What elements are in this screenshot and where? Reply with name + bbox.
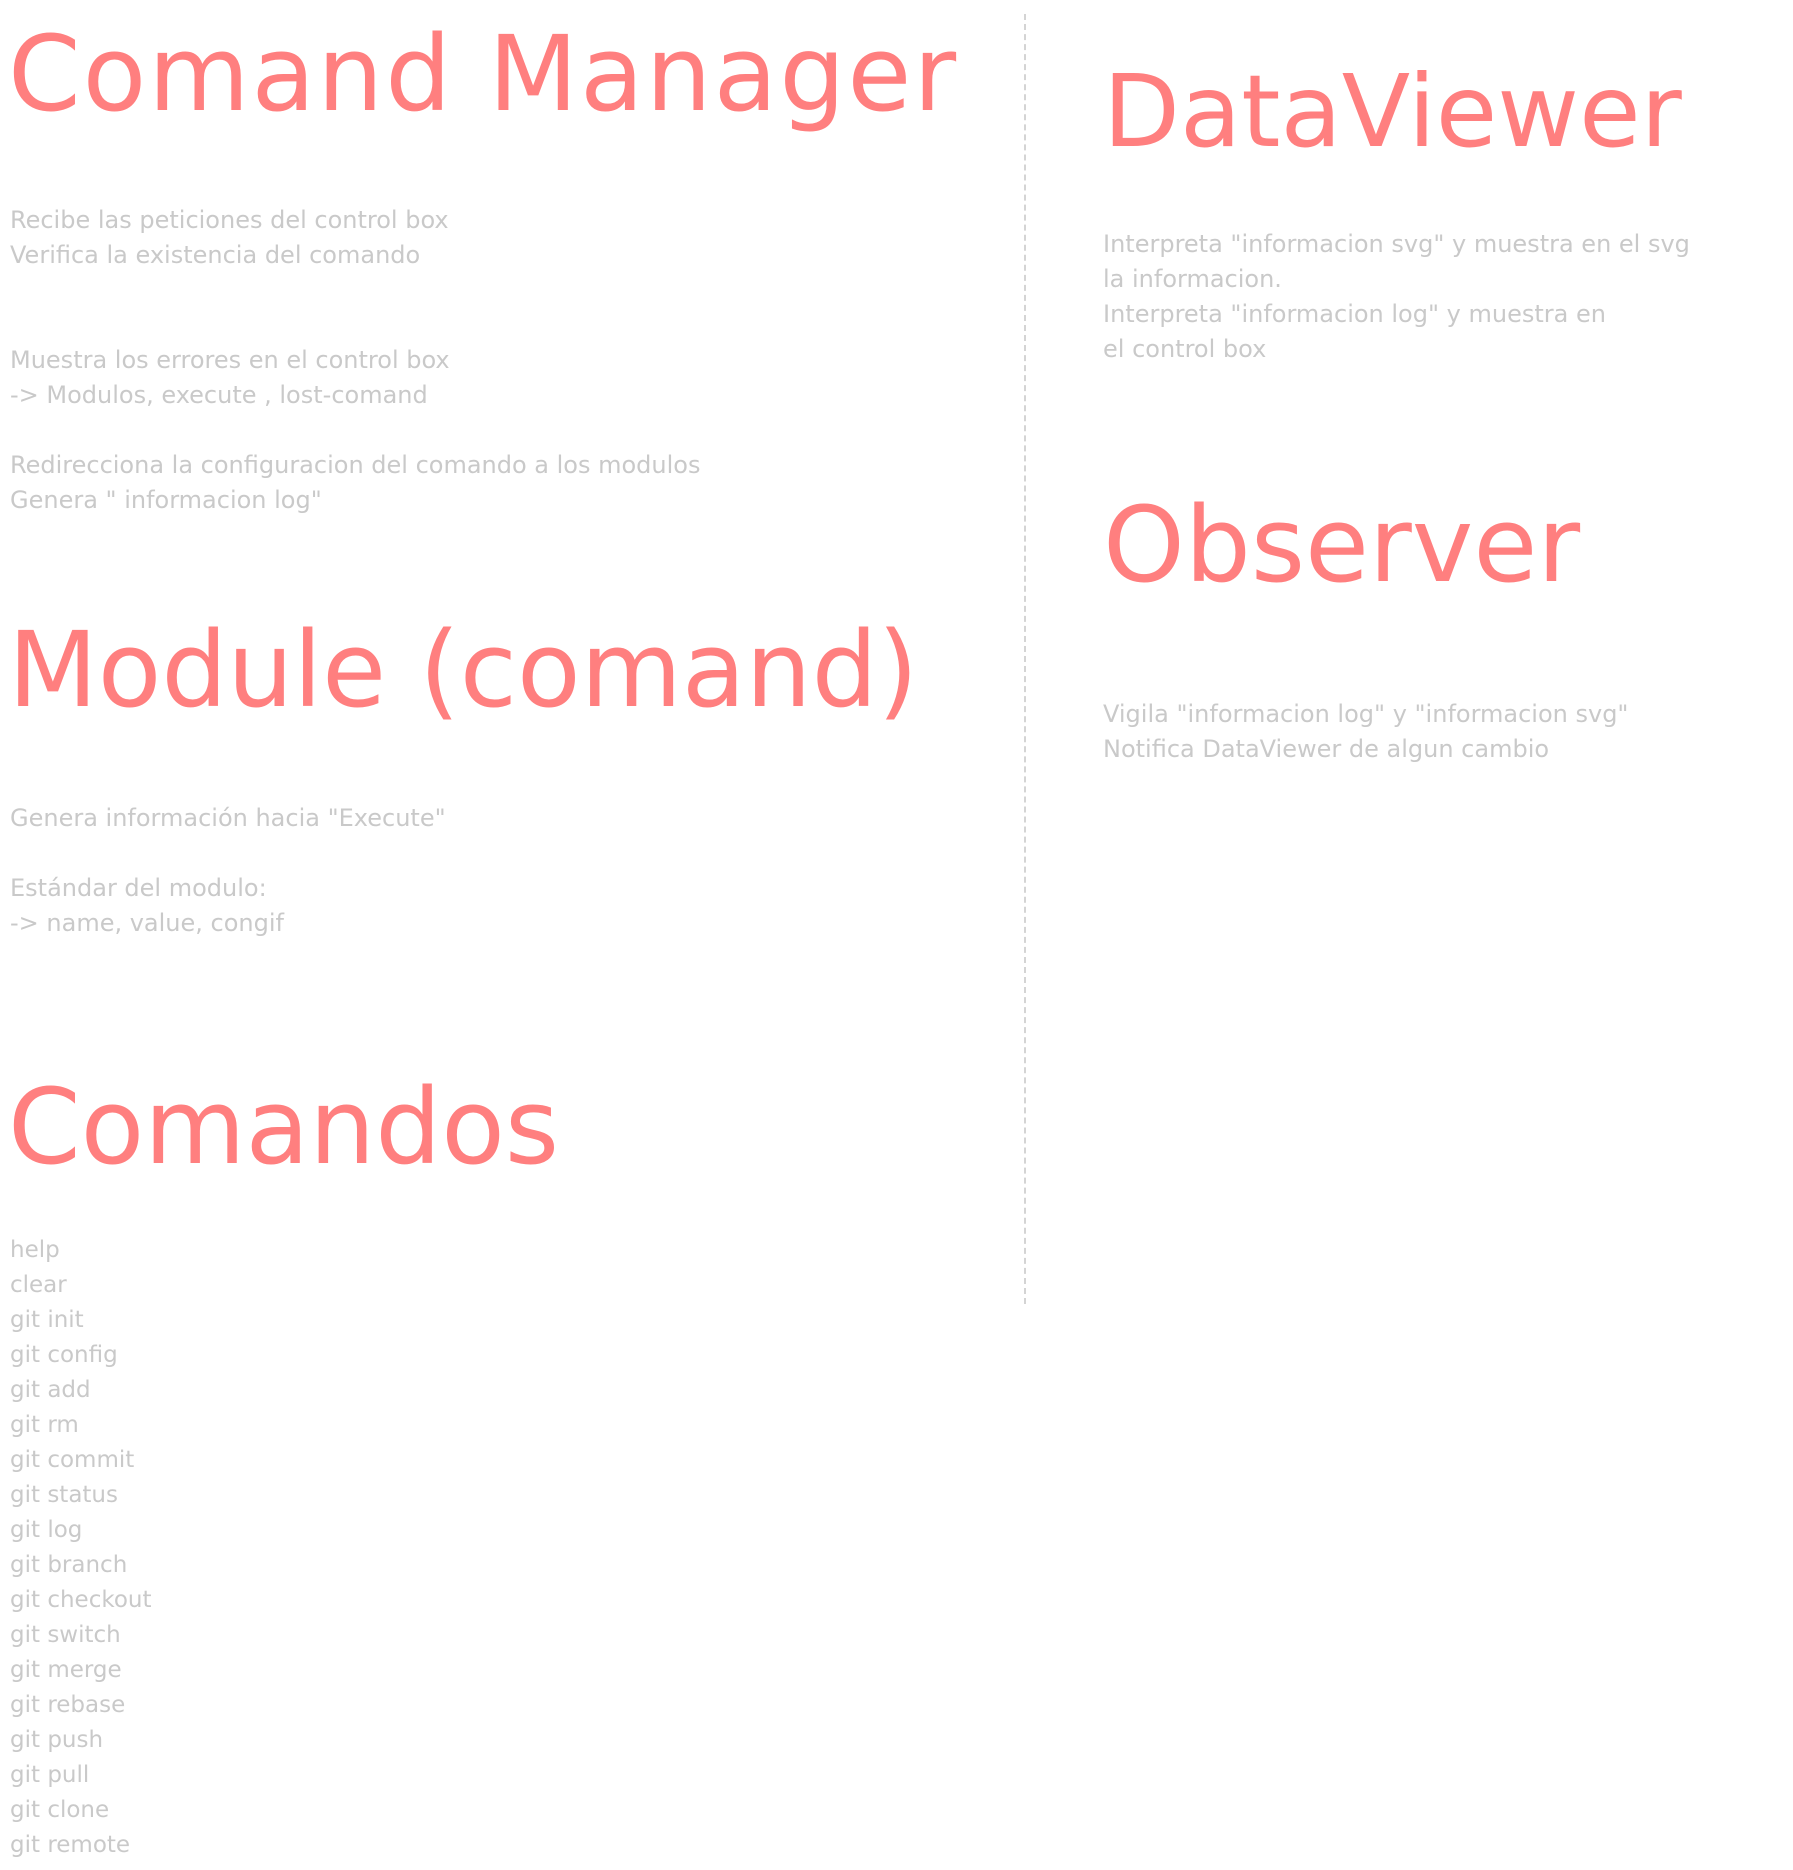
module-line: -> name, value, congif <box>10 909 284 937</box>
command-manager-line: Redirecciona la configuracion del comand… <box>10 451 701 479</box>
comando-item: git checkout <box>10 1587 152 1613</box>
module-title: Module (comand) <box>8 609 919 731</box>
command-manager-description: Recibe las peticiones del control box Ve… <box>10 203 700 518</box>
command-manager-line <box>10 308 700 343</box>
dataviewer-line: la informacion. <box>1103 265 1282 293</box>
comando-item: git switch <box>10 1622 121 1648</box>
comando-item: git branch <box>10 1552 128 1578</box>
command-manager-line: -> Modulos, execute , lost-comand <box>10 381 428 409</box>
observer-description: Vigila "informacion log" y "informacion … <box>1103 697 1628 767</box>
dataviewer-line: el control box <box>1103 335 1267 363</box>
dataviewer-title: DataViewer <box>1103 53 1682 170</box>
observer-title: Observer <box>1103 484 1581 606</box>
comando-item: help <box>10 1237 60 1263</box>
observer-line: Vigila "informacion log" y "informacion … <box>1103 700 1629 728</box>
command-manager-line <box>10 413 700 448</box>
comando-item: git init <box>10 1307 84 1333</box>
comandos-title: Comandos <box>8 1066 560 1188</box>
comando-item: git pull <box>10 1762 90 1788</box>
comando-item: git merge <box>10 1657 122 1683</box>
comando-item: git log <box>10 1517 83 1543</box>
comando-item: git status <box>10 1482 118 1508</box>
comando-item: git rm <box>10 1412 79 1438</box>
comando-item: git rebase <box>10 1692 126 1718</box>
comando-item: git push <box>10 1727 104 1753</box>
column-divider <box>1024 14 1026 1304</box>
comando-item: git commit <box>10 1447 135 1473</box>
comando-item: git clone <box>10 1797 110 1823</box>
command-manager-line <box>10 273 700 308</box>
dataviewer-line: Interpreta "informacion svg" y muestra e… <box>1103 230 1690 258</box>
command-manager-line: Recibe las peticiones del control box <box>10 206 449 234</box>
comando-item: git config <box>10 1342 118 1368</box>
command-manager-line: Muestra los errores en el control box <box>10 346 450 374</box>
dataviewer-line: Interpreta "informacion log" y muestra e… <box>1103 300 1606 328</box>
dataviewer-description: Interpreta "informacion svg" y muestra e… <box>1103 227 1690 367</box>
module-line: Genera información hacia "Execute" <box>10 804 446 832</box>
command-manager-line: Genera " informacion log" <box>10 486 322 514</box>
command-manager-line: Verifica la existencia del comando <box>10 241 421 269</box>
observer-line: Notifica DataViewer de algun cambio <box>1103 735 1550 763</box>
comandos-list: help clear git init git config git add g… <box>10 1233 152 1863</box>
comando-item: git remote <box>10 1832 131 1858</box>
command-manager-title: Comand Manager <box>8 13 959 135</box>
comando-item: clear <box>10 1272 67 1298</box>
module-description: Genera información hacia "Execute" Están… <box>10 801 446 941</box>
module-line <box>10 836 446 871</box>
module-line: Estándar del modulo: <box>10 874 267 902</box>
comando-item: git add <box>10 1377 91 1403</box>
